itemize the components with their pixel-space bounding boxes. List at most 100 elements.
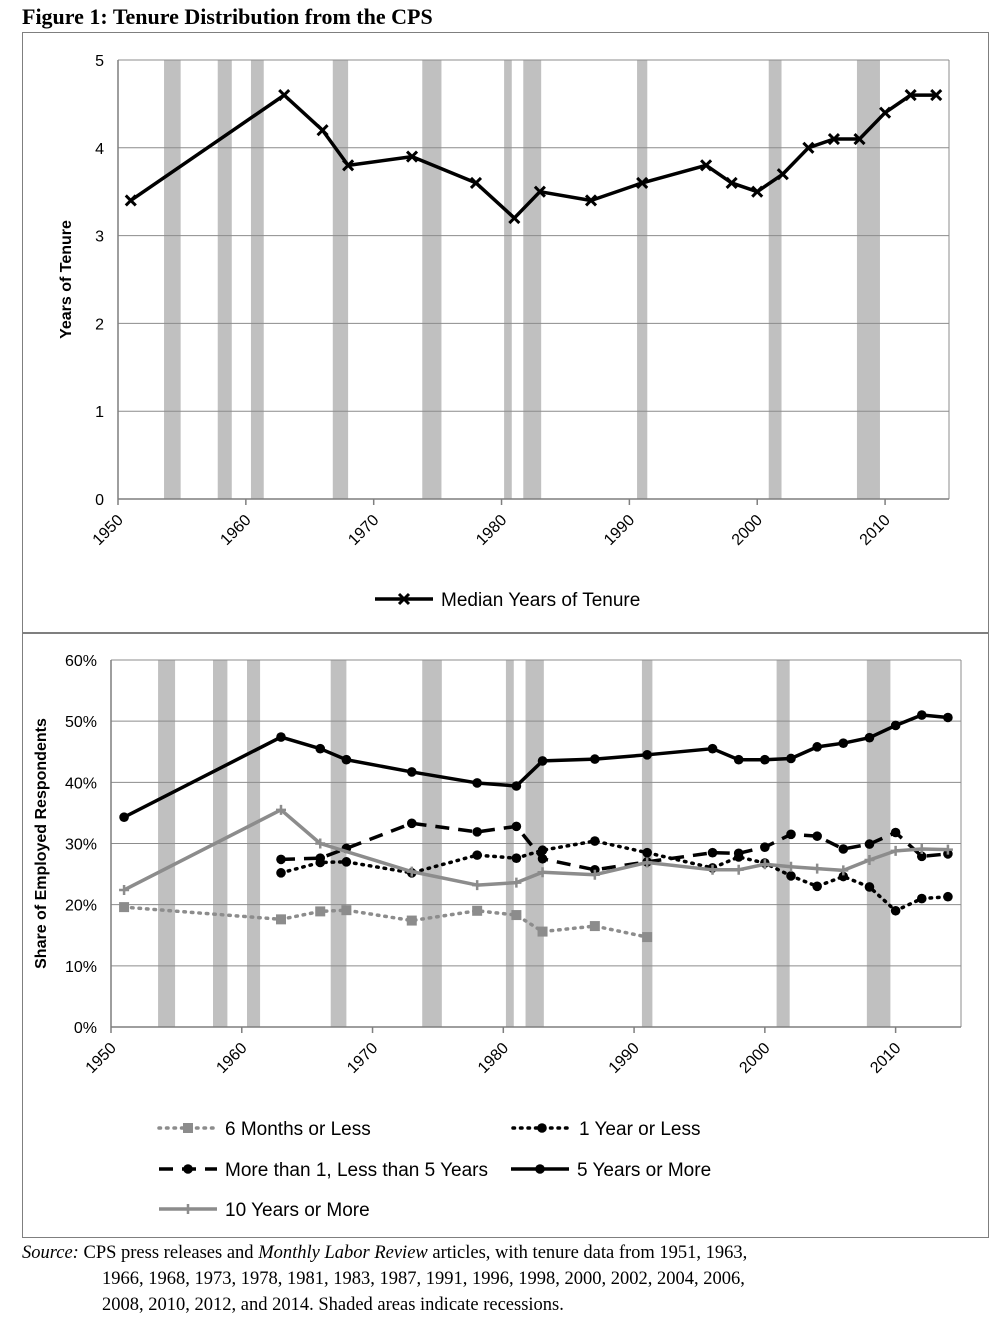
data-point [853, 132, 866, 146]
legend-swatch-marker [537, 1123, 547, 1133]
legend-label: 6 Months or Less [225, 1119, 371, 1140]
recession-band [250, 60, 264, 499]
data-point [537, 926, 548, 937]
y-tick-label: 1 [95, 404, 104, 421]
source-label: Source: [22, 1243, 79, 1263]
legend-label: 1 Year or Less [579, 1119, 700, 1140]
data-point [707, 847, 718, 858]
y-tick-label: 0 [95, 492, 104, 509]
median-tenure-chart: 0 1 2 3 4 5 1950 1960 1970 1980 1990 2000 2010 Years … [58, 53, 950, 611]
data-point [725, 176, 738, 189]
data-point [700, 159, 713, 172]
data-point [812, 831, 822, 841]
data-point [316, 124, 329, 137]
data-point [760, 754, 770, 765]
y-tick-label: 30% [65, 837, 97, 854]
data-point [278, 89, 291, 102]
x-tick-label: 1980 [475, 1040, 512, 1077]
data-point [838, 871, 849, 882]
legend-item-5-years-or-more: 5 Years or More [511, 1160, 711, 1181]
data-point [943, 712, 953, 723]
x-tick-label: 2010 [857, 512, 894, 549]
data-point [827, 132, 840, 146]
data-point [642, 847, 652, 858]
series-more-than-1-less-than-5-years [276, 818, 953, 875]
data-point [469, 176, 483, 189]
data-point [590, 836, 600, 846]
data-point [276, 732, 286, 742]
recession-band [332, 60, 349, 499]
tenure-share-chart-panel: 0% 10% 20% 30% 40% 50% 60% 1950 1960 1970 1980 1990… [22, 632, 989, 1238]
data-point [511, 910, 522, 921]
data-point [916, 893, 927, 904]
recession-band [164, 60, 181, 499]
data-point [904, 89, 917, 102]
y-axis-title: Share of Employed Respondents [33, 718, 50, 969]
y-tick-label: 2 [95, 316, 104, 333]
data-point [406, 915, 417, 926]
data-point [707, 743, 718, 754]
series-10-years-or-more [119, 804, 953, 895]
x-tick-label: 2000 [729, 512, 766, 549]
data-point [315, 853, 326, 863]
data-point [584, 194, 598, 207]
data-point [879, 106, 892, 119]
data-point [472, 880, 483, 891]
data-point [589, 869, 600, 880]
y-tick-label: 40% [65, 775, 97, 792]
data-point [472, 905, 483, 916]
recession-band [856, 60, 880, 499]
data-point [786, 829, 796, 840]
data-point [642, 857, 653, 868]
y-tick-label: 50% [65, 714, 97, 731]
gridlines [111, 659, 961, 967]
data-point [864, 732, 875, 743]
y-axis-title: Years of Tenure [58, 220, 75, 339]
y-tick-label: 5 [95, 53, 104, 70]
data-point [642, 750, 652, 760]
data-point [537, 756, 548, 766]
data-point [472, 778, 482, 788]
data-point [930, 89, 943, 102]
legend-swatch-marker [535, 1164, 545, 1174]
legend-item-median-years-of-tenure: Median Years of Tenure [375, 590, 640, 611]
data-point [341, 857, 352, 867]
data-point [511, 781, 522, 791]
data-point [802, 141, 815, 154]
data-point [838, 738, 849, 748]
source-note: Source: CPS press releases and Monthly L… [22, 1240, 982, 1318]
legend-item-6-months-or-less: 6 Months or Less [157, 1119, 371, 1140]
data-point [537, 867, 548, 878]
data-point [472, 850, 482, 860]
y-tick-label: 0% [74, 1020, 97, 1037]
data-point [315, 743, 326, 754]
data-point [405, 150, 419, 163]
data-point [406, 866, 417, 877]
data-point [890, 905, 901, 916]
series-line [122, 905, 649, 939]
data-point [733, 848, 744, 859]
x-tick-label: 1990 [601, 512, 638, 549]
legend-label: 5 Years or More [577, 1160, 711, 1181]
data-point [406, 818, 417, 829]
recession-band [422, 60, 442, 499]
data-point [890, 845, 901, 856]
legend-swatch-marker [183, 1164, 193, 1174]
data-point [590, 754, 600, 764]
legend-label: Median Years of Tenure [441, 590, 640, 611]
recession-band [637, 60, 648, 499]
median-tenure-chart-panel: 0 1 2 3 4 5 1950 1960 1970 1980 1990 2000 2010 Years … [22, 32, 989, 634]
legend-item-more-than-1-less-than-5-years: More than 1, Less than 5 Years [159, 1160, 488, 1181]
y-tick-label: 10% [65, 959, 97, 976]
legend-swatch-marker [183, 1204, 193, 1214]
legend: 6 Months or Less 1 Year or Less More than … [157, 1119, 711, 1221]
data-point [315, 838, 326, 849]
data-point [537, 853, 548, 864]
recession-band [217, 60, 232, 499]
data-point [838, 844, 849, 854]
data-point [511, 853, 522, 863]
recession-band [768, 60, 782, 499]
data-point [406, 767, 417, 777]
data-point [533, 185, 546, 198]
data-point [276, 914, 286, 925]
